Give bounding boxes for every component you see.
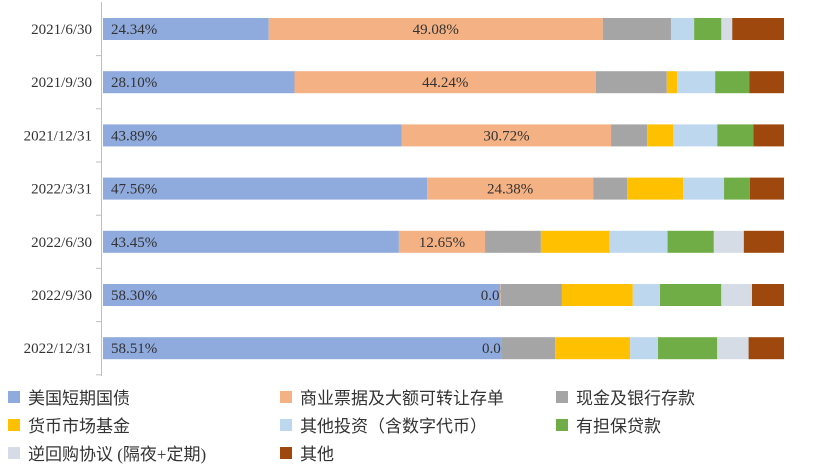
legend-label: 有担保贷款 — [576, 417, 661, 436]
data-label: 47.56% — [111, 182, 157, 198]
bar-segment — [673, 124, 718, 147]
legend-swatch — [556, 390, 568, 403]
y-tick-label: 2021/6/30 — [31, 22, 92, 38]
bar-segment — [103, 230, 399, 253]
legend-item: 有担保贷款 — [556, 412, 661, 437]
bar-segment — [401, 124, 612, 147]
bar-segment — [667, 230, 714, 253]
bar-segment — [268, 18, 603, 40]
data-label: 30.72% — [483, 128, 529, 144]
bar-segment — [683, 177, 725, 200]
bar-segment — [632, 284, 661, 306]
legend-swatch — [280, 418, 292, 431]
bar-segment — [647, 124, 674, 147]
legend-label: 现金及银行存款 — [576, 389, 695, 408]
bar-segment — [627, 177, 684, 200]
bar-segment — [721, 18, 733, 40]
bar-segment — [724, 177, 750, 200]
legend-item: 逆回购协议 (隔夜+定期) — [8, 440, 206, 465]
bar-segment — [749, 177, 784, 200]
y-tick-label: 2022/3/31 — [31, 182, 92, 198]
y-tick-label: 2022/12/31 — [24, 341, 92, 357]
legend-label: 货币市场基金 — [28, 417, 130, 436]
y-tick-label: 2022/9/30 — [31, 288, 92, 304]
legend-swatch — [8, 446, 20, 459]
data-label: 49.08% — [413, 22, 459, 38]
legend-item: 美国短期国债 — [8, 384, 130, 409]
bar-segment — [427, 177, 594, 200]
bar-segment — [103, 177, 428, 200]
y-tick-label: 2021/9/30 — [31, 75, 92, 91]
bar-segment — [500, 284, 562, 306]
legend-item: 现金及银行存款 — [556, 384, 695, 409]
bar-segment — [670, 18, 695, 40]
data-label: 24.38% — [487, 182, 533, 198]
bar-segment — [501, 337, 556, 360]
legend-swatch — [556, 418, 568, 431]
data-label: 58.51% — [111, 341, 157, 357]
legend-label: 商业票据及大额可转让存单 — [300, 389, 504, 408]
bar-segment — [555, 337, 631, 360]
bar-segment — [609, 230, 668, 253]
legend-label: 逆回购协议 (隔夜+定期) — [28, 445, 207, 464]
bar-segment — [485, 230, 541, 253]
legend-item: 货币市场基金 — [8, 412, 130, 437]
data-label: 58.30% — [111, 288, 157, 304]
data-label: 43.89% — [111, 128, 157, 144]
bar-segment — [721, 284, 752, 306]
bar-segment — [717, 124, 754, 147]
bar-segment — [717, 337, 749, 360]
legend-label: 其他 — [300, 445, 334, 464]
legend-swatch — [8, 390, 20, 403]
bar-segment — [103, 71, 295, 94]
bar-segment — [398, 230, 486, 253]
data-label: 43.45% — [111, 235, 157, 251]
bar-segment — [561, 284, 633, 306]
bar-segment — [294, 71, 596, 94]
bar-segment — [103, 124, 402, 147]
data-label: 12.65% — [419, 235, 465, 251]
legend-item: 其他 — [280, 440, 334, 465]
bar-segment — [658, 337, 718, 360]
bar-segment — [743, 230, 784, 253]
bar-segment — [715, 71, 750, 94]
bar-segment — [660, 284, 722, 306]
y-tick-label: 2021/12/31 — [24, 128, 92, 144]
bar-segment — [732, 18, 784, 40]
legend-swatch — [280, 446, 292, 459]
bar-segment — [611, 124, 648, 147]
legend-swatch — [280, 390, 292, 403]
bar-segment — [677, 71, 716, 94]
bar-segment — [630, 337, 659, 360]
bar-segment — [103, 284, 501, 306]
data-label: 28.10% — [111, 75, 157, 91]
bar-segment — [595, 71, 667, 94]
bar-segment — [753, 124, 784, 147]
stacked-bar-chart: 2021/6/30 24.34% 49.08% 2021/9/30 28.10% 44.2… — [24, 2, 784, 376]
bar-segment — [103, 18, 269, 40]
legend-label: 其他投资（含数字代币） — [300, 417, 487, 436]
bar-segment — [749, 71, 784, 94]
bar-segment — [103, 337, 502, 360]
bar-segment — [540, 230, 610, 253]
bar-segment — [748, 337, 784, 360]
legend-item: 商业票据及大额可转让存单 — [280, 384, 504, 409]
y-tick-label: 2022/6/30 — [31, 235, 92, 251]
legend-label: 美国短期国债 — [28, 389, 130, 408]
bar-segment — [751, 284, 784, 306]
bar-segment — [713, 230, 744, 253]
legend-swatch — [8, 418, 20, 431]
bar-segment — [602, 18, 671, 40]
bar-segment — [666, 71, 678, 94]
legend-item: 其他投资（含数字代币） — [280, 412, 487, 437]
data-label: 24.34% — [111, 22, 157, 38]
bar-segment — [694, 18, 722, 40]
data-label: 44.24% — [422, 75, 468, 91]
bar-segment — [593, 177, 628, 200]
